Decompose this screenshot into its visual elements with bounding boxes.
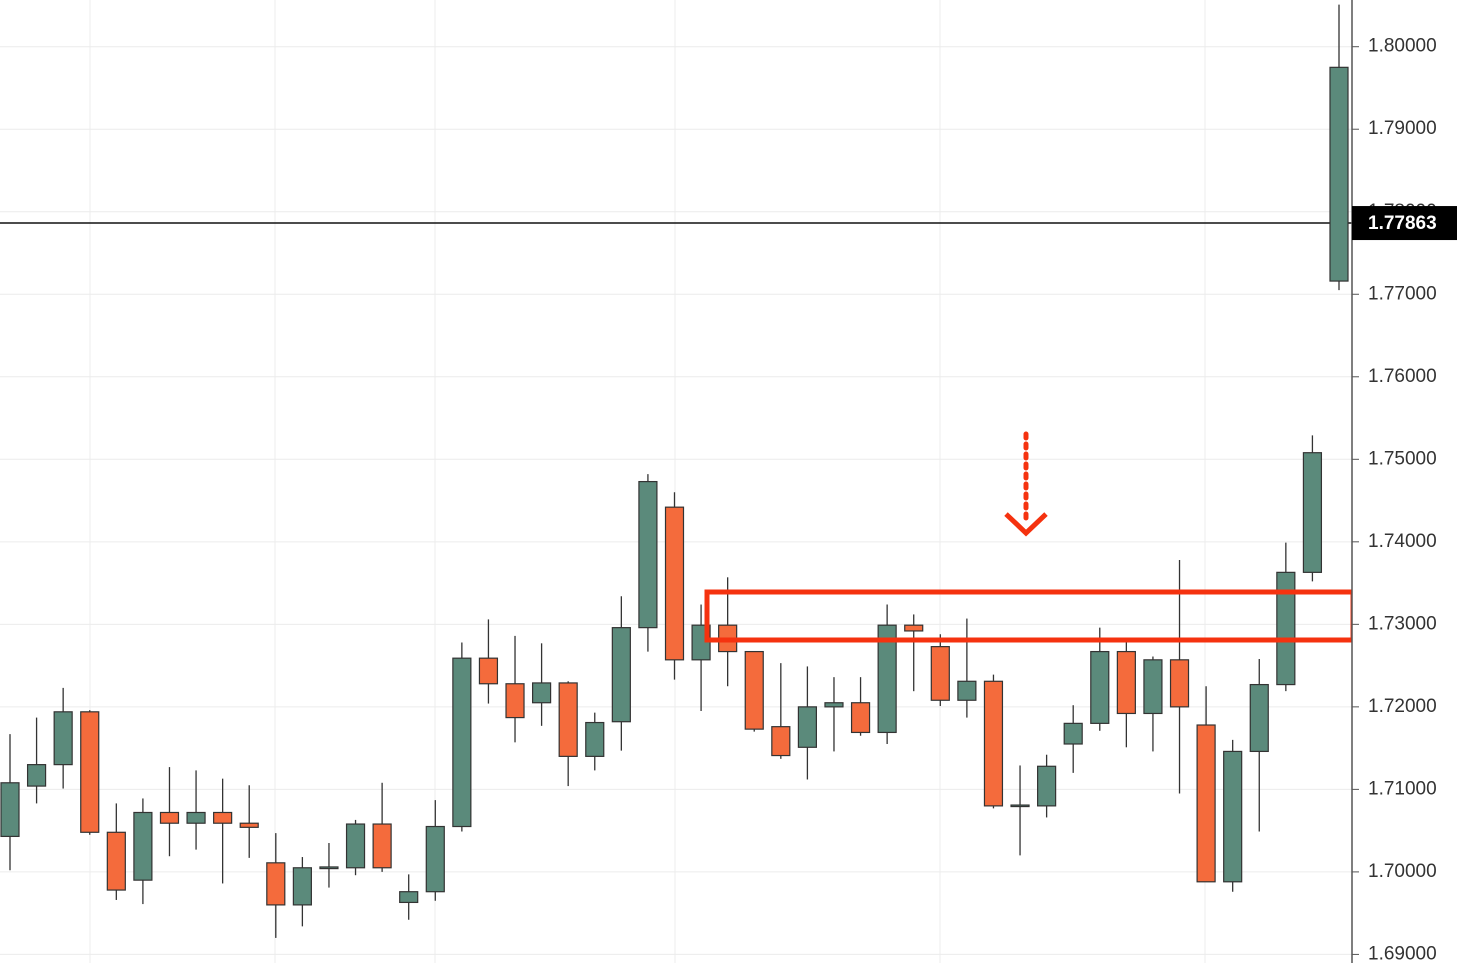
candle-body <box>319 866 339 870</box>
candle-body <box>930 646 950 701</box>
candle-body <box>1302 452 1323 573</box>
price-axis: 1.69000 1.70000 1.71000 1.72000 1.73000 1.740… <box>1351 0 1457 963</box>
candle-body <box>1223 750 1243 883</box>
price-label: 1.77863 <box>1368 213 1437 234</box>
candle-body <box>345 823 366 869</box>
candle-body <box>266 862 286 906</box>
candle-body <box>425 825 445 893</box>
candle-body <box>0 782 20 838</box>
candle-body <box>1090 650 1110 724</box>
y-tick-label: 1.72000 <box>1368 696 1437 717</box>
candle-body <box>1249 683 1269 753</box>
candle-body <box>824 702 844 708</box>
annotations <box>704 431 1356 643</box>
candle-body <box>611 627 631 723</box>
candle-body <box>133 811 153 881</box>
candle-body <box>1169 659 1190 708</box>
candle-body <box>1276 571 1296 686</box>
candle-body <box>744 650 764 730</box>
candle-body <box>1037 765 1057 807</box>
candle-body <box>159 811 180 824</box>
candle-body <box>292 867 312 906</box>
candle-body <box>399 891 419 904</box>
candle-body <box>877 624 897 734</box>
candle-body <box>186 811 206 824</box>
y-tick-label: 1.79000 <box>1368 118 1437 139</box>
grid <box>0 46 1352 955</box>
candle-body <box>239 822 259 828</box>
arrow-head <box>1004 512 1048 537</box>
candle-body <box>771 726 791 757</box>
candle-body <box>664 506 685 661</box>
candle-body <box>797 706 818 748</box>
candle-body <box>478 657 499 685</box>
candle-body <box>213 811 233 824</box>
candle-body <box>531 682 552 704</box>
zone-box <box>704 589 1356 643</box>
candle-body <box>106 831 126 891</box>
candle-body <box>1116 650 1136 715</box>
candle-body <box>372 823 392 869</box>
y-tick-label: 1.76000 <box>1368 366 1437 387</box>
candle-body <box>638 480 658 629</box>
y-tick-label: 1.71000 <box>1368 778 1437 799</box>
y-tick-label: 1.69000 <box>1368 943 1437 963</box>
y-tick-label: 1.70000 <box>1368 861 1437 882</box>
candle-body <box>558 682 578 757</box>
candle-body <box>1143 659 1163 715</box>
y-tick-label: 1.73000 <box>1368 613 1437 634</box>
y-tick-label: 1.74000 <box>1368 531 1437 552</box>
candle-body <box>850 702 871 734</box>
candle-body <box>904 624 924 632</box>
axis-bg <box>1352 0 1457 963</box>
y-tick-label: 1.75000 <box>1368 448 1437 469</box>
candle-body <box>1196 724 1216 883</box>
y-tick-label: 1.77000 <box>1368 283 1437 304</box>
candle-body <box>585 721 605 757</box>
candle-body <box>26 764 47 787</box>
price-label-bg <box>1352 206 1457 241</box>
candle-body <box>80 711 100 833</box>
candle-body <box>1010 804 1030 808</box>
candle-body <box>505 683 525 719</box>
candle-body <box>983 680 1004 807</box>
candle-body <box>1063 722 1083 745</box>
candle-body <box>957 680 977 701</box>
candles <box>0 4 1349 938</box>
candle-body <box>1329 66 1349 282</box>
candle-body <box>452 657 472 828</box>
y-tick-label: 1.80000 <box>1368 36 1437 57</box>
candle-body <box>53 711 73 766</box>
